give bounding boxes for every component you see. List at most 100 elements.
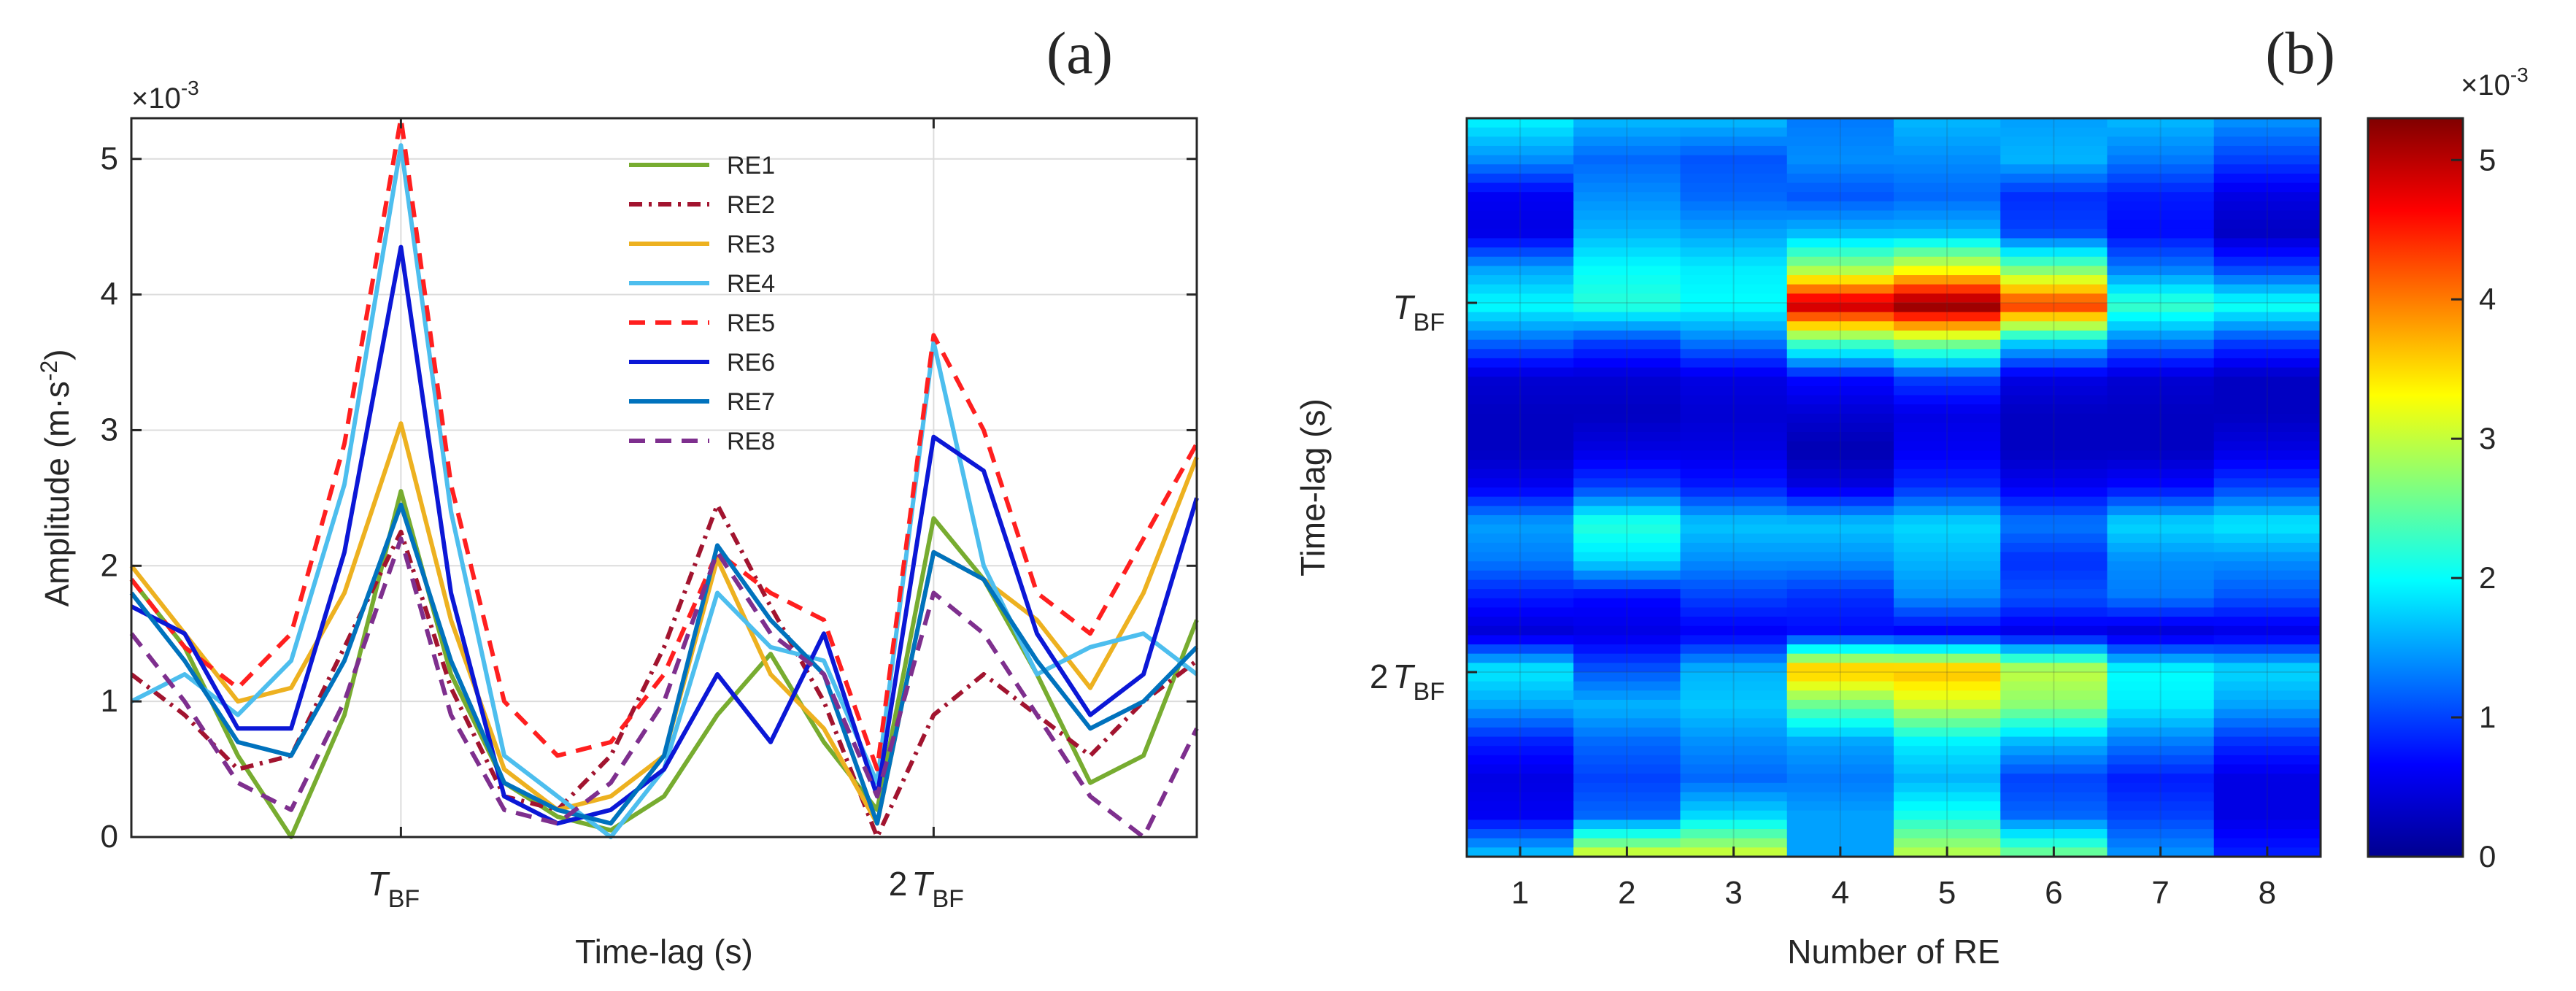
heat-cell	[1573, 303, 1681, 313]
heat-cell	[1573, 690, 1681, 701]
heat-cell	[1786, 782, 1894, 793]
heat-cell	[1573, 367, 1681, 377]
heat-cell	[2000, 358, 2108, 369]
heat-cell	[2107, 339, 2215, 350]
heat-cell	[1573, 644, 1681, 655]
heat-cell	[1680, 617, 1788, 627]
heat-cell	[2107, 774, 2215, 784]
heat-cell	[1894, 690, 2001, 701]
panel-a-y-ticks: 0 1 2 3 4 5	[101, 141, 1197, 855]
heat-cell	[1894, 358, 2001, 369]
heat-cell	[1573, 589, 1681, 599]
heat-cell	[2107, 293, 2215, 304]
heat-cell	[1894, 764, 2001, 774]
heat-cell	[2000, 579, 2108, 590]
heat-cell	[1786, 542, 1894, 553]
legend-label-RE3: RE3	[727, 231, 775, 258]
heat-cell	[1786, 460, 1894, 470]
heat-cell	[1894, 663, 2001, 673]
heat-cell	[1680, 201, 1788, 212]
heat-cell	[1573, 820, 1681, 830]
heat-cell	[1467, 423, 1574, 433]
heat-cell	[1894, 182, 2001, 193]
heat-cell	[1467, 284, 1574, 295]
heat-cell	[1680, 136, 1788, 147]
heat-cell	[1894, 727, 2001, 738]
heat-cell	[2107, 699, 2215, 710]
heat-cell	[1894, 570, 2001, 581]
heat-cell	[2213, 321, 2321, 331]
heat-cell	[2107, 514, 2215, 525]
heat-cell	[2000, 220, 2108, 230]
heat-cell	[1786, 709, 1894, 720]
heat-cell	[2213, 746, 2321, 756]
heat-cell	[1786, 201, 1894, 212]
heat-cell	[2107, 792, 2215, 802]
heat-cell	[1573, 136, 1681, 147]
heat-cell	[1786, 653, 1894, 664]
heat-cell	[1467, 349, 1574, 359]
heat-cell	[2213, 127, 2321, 138]
heat-cell	[2000, 460, 2108, 470]
heat-cell	[2107, 367, 2215, 377]
heat-cell	[2107, 829, 2215, 839]
heat-cell	[2107, 533, 2215, 544]
heat-cell	[1573, 238, 1681, 248]
heat-cell	[2000, 644, 2108, 655]
heat-cell	[1786, 514, 1894, 525]
heat-cell	[2213, 423, 2321, 433]
heat-cell	[1467, 746, 1574, 756]
heat-cell	[1894, 746, 2001, 756]
heat-cell	[2213, 709, 2321, 720]
heat-cell	[1680, 561, 1788, 571]
heat-cell	[2000, 303, 2108, 313]
heat-cell	[1467, 321, 1574, 331]
heat-cell	[1467, 155, 1574, 166]
heat-cell	[1573, 746, 1681, 756]
heat-cell	[1467, 377, 1574, 387]
xtick-label: 6	[2045, 875, 2062, 911]
heat-cell	[1573, 607, 1681, 617]
heat-cell	[2213, 663, 2321, 673]
heat-cell	[1894, 617, 2001, 627]
heat-cell	[1786, 413, 1894, 424]
heat-cell	[2213, 118, 2321, 128]
heat-cell	[1894, 561, 2001, 571]
heat-cell	[2000, 210, 2108, 220]
heat-cell	[1573, 478, 1681, 488]
heat-cell	[1786, 774, 1894, 784]
panel-b-label: (b)	[2265, 20, 2335, 86]
heat-cell	[2213, 820, 2321, 830]
panel-b-axes-box	[1465, 117, 2322, 858]
heat-cell	[2000, 349, 2108, 359]
heat-cell	[2000, 496, 2108, 507]
heat-cell	[1680, 118, 1788, 128]
heat-cell	[2000, 182, 2108, 193]
ytick-label: 5	[101, 141, 118, 177]
heat-cell	[1573, 506, 1681, 516]
heat-cell	[1786, 118, 1894, 128]
heat-cell	[2213, 256, 2321, 267]
heat-cell	[1573, 782, 1681, 793]
heat-cell	[1786, 468, 1894, 479]
heat-cell	[2000, 718, 2108, 728]
heat-cell	[2213, 644, 2321, 655]
heat-cell	[1894, 681, 2001, 692]
xtick-label: 7	[2151, 875, 2169, 911]
ytick-label: 3	[101, 412, 118, 447]
heat-cell	[2213, 367, 2321, 377]
heat-cell	[1894, 542, 2001, 553]
heat-cell	[2213, 303, 2321, 313]
colorbar-tick-label: 2	[2479, 560, 2496, 595]
heat-cell	[2000, 607, 2108, 617]
heat-cell	[2000, 838, 2108, 849]
heat-cell	[1786, 321, 1894, 331]
heat-cell	[1573, 284, 1681, 295]
heat-cell	[1467, 570, 1574, 581]
heat-cell	[1894, 514, 2001, 525]
heat-cell	[1467, 829, 1574, 839]
heat-cell	[2213, 349, 2321, 359]
heat-cell	[2000, 625, 2108, 636]
heat-cell	[1680, 385, 1788, 396]
heat-cell	[2213, 570, 2321, 581]
